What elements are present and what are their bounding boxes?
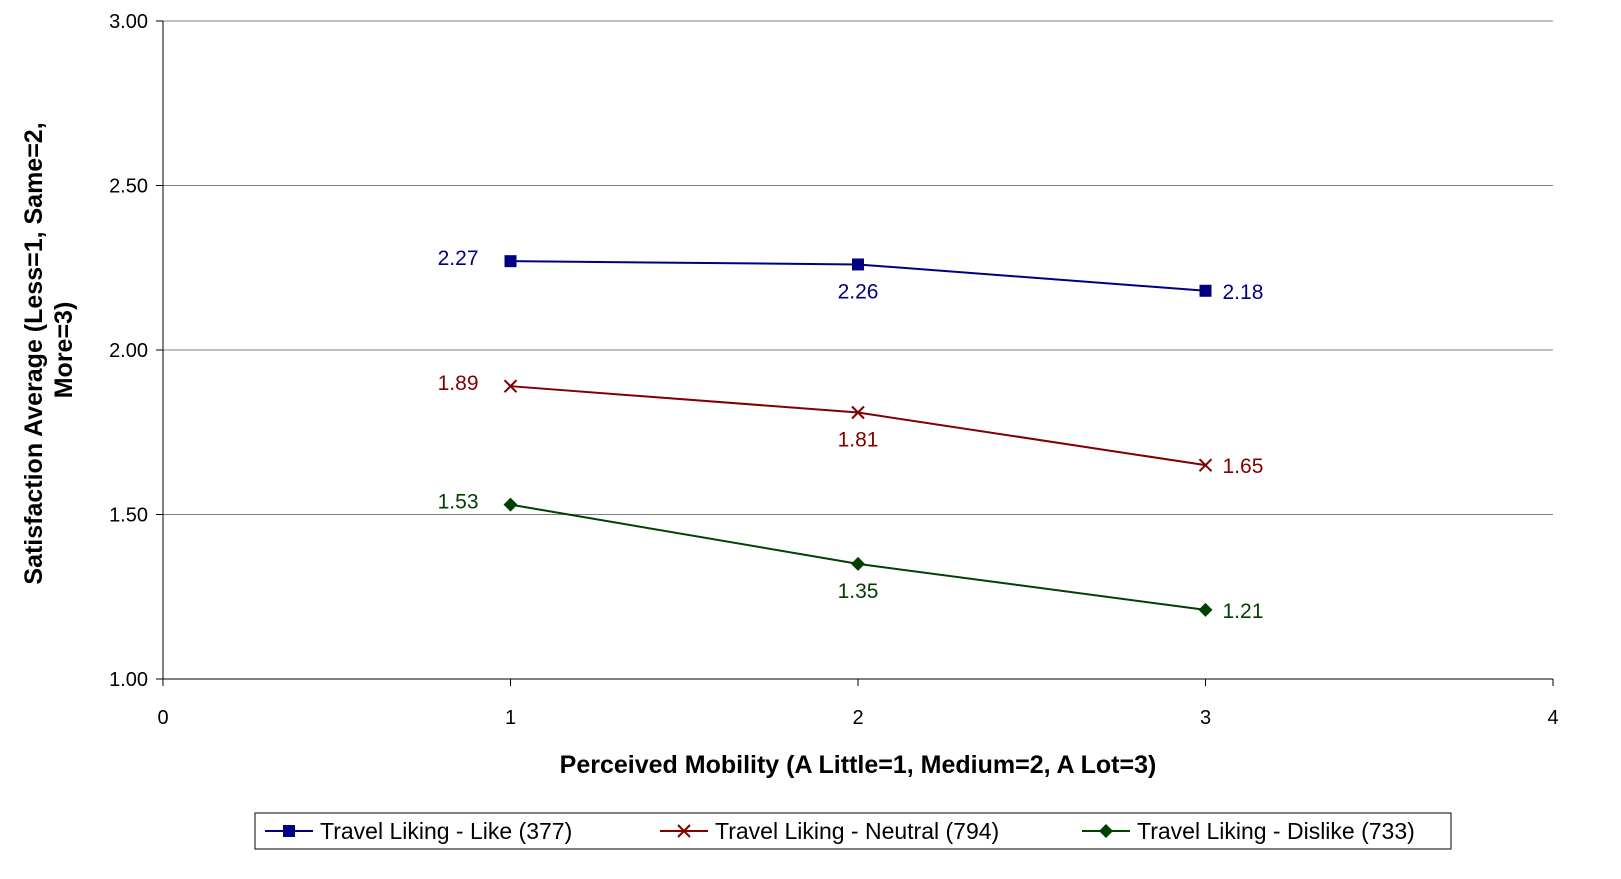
axis-layer: 1.00 1.50 2.00 2.50 3.00 0 1 2 3 4 (109, 11, 1559, 729)
series-line-2 (510, 385, 1206, 467)
data-label: 2.27 (438, 247, 479, 270)
data-label: 1.53 (438, 491, 479, 514)
data-point (851, 405, 865, 420)
legend-marker (677, 824, 691, 838)
data-point (851, 556, 865, 571)
data-label: 2.26 (838, 280, 879, 303)
x-tick-label: 2 (852, 707, 863, 729)
legend-marker (1099, 824, 1113, 838)
marker-x-stroke (503, 379, 518, 393)
data-label: 2.18 (1223, 281, 1264, 304)
data-label: 1.65 (1223, 455, 1264, 478)
marker-x-stroke (851, 405, 865, 420)
data-point (1198, 602, 1213, 617)
data-point (852, 258, 864, 271)
y-tick-label: 2.50 (109, 176, 148, 198)
data-label-layer: 2.27 2.26 2.18 1.89 1.81 1.65 1.53 1.35 1.21 (438, 247, 1264, 623)
y-tick-label: 2.00 (109, 340, 148, 362)
legend: Travel Liking - Like (377) Travel Liking … (254, 812, 1452, 850)
data-point (503, 379, 518, 393)
legend-label: Travel Liking - Dislike (733) (1137, 818, 1415, 844)
marker-x-stroke (1198, 458, 1213, 472)
legend-marker (283, 825, 295, 837)
y-axis-title-line-1: Satisfaction Average (Less=1, Same=2, (20, 122, 48, 584)
data-label: 1.89 (438, 372, 479, 395)
legend-item-2: Travel Liking - Neutral (794) (660, 818, 999, 844)
y-axis-title-line-2: More=3) (50, 302, 78, 399)
x-axis-title: Perceived Mobility (A Little=1, Medium=2… (560, 751, 1157, 779)
data-point (503, 497, 518, 512)
series-layer (503, 255, 1213, 617)
x-tick-label: 3 (1200, 707, 1211, 729)
legend-label: Travel Liking - Neutral (794) (715, 818, 999, 844)
data-label: 1.81 (838, 429, 879, 452)
y-tick-label: 3.00 (109, 11, 148, 33)
marker-x-stroke (677, 824, 691, 838)
data-label: 1.21 (1223, 600, 1264, 623)
legend-label: Travel Liking - Like (377) (320, 818, 572, 844)
x-tick-label: 4 (1547, 707, 1558, 729)
legend-item-3: Travel Liking - Dislike (733) (1082, 818, 1415, 844)
data-point (1199, 284, 1212, 297)
x-tick-label: 1 (505, 707, 516, 729)
y-tick-label: 1.00 (109, 669, 148, 691)
data-point (504, 255, 517, 268)
legend-box (254, 812, 1452, 850)
y-tick-label: 1.50 (109, 505, 148, 527)
grid-layer (163, 20, 1553, 515)
data-label: 1.35 (838, 580, 879, 603)
data-point (1198, 458, 1213, 472)
legend-item-1: Travel Liking - Like (377) (265, 818, 572, 844)
x-tick-label: 0 (157, 707, 168, 729)
y-axis-title: Satisfaction Average (Less=1, Same=2, Mo… (20, 115, 78, 584)
